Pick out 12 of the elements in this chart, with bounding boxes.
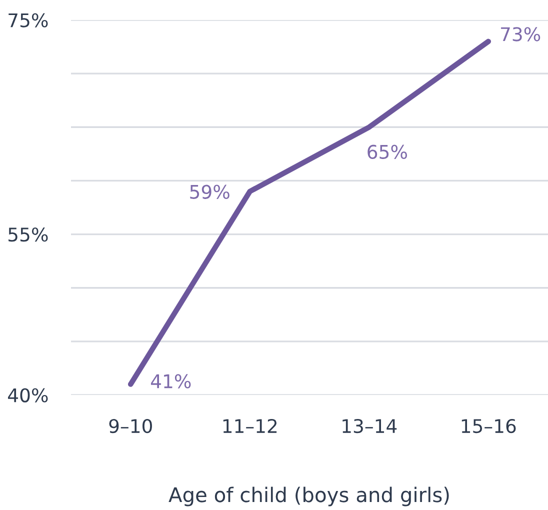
data-label: 59% xyxy=(190,184,230,199)
data-label: 41% xyxy=(150,374,191,388)
x-axis-title: Age of child (boys and girls) xyxy=(168,486,449,506)
x-tick-label: 15–16 xyxy=(462,418,516,434)
x-tick-label: 11–12 xyxy=(223,418,277,433)
data-label: 65% xyxy=(368,144,407,159)
data-label: 73% xyxy=(501,27,540,42)
x-tick-label: 13–14 xyxy=(342,418,397,434)
y-tick-label: 75% xyxy=(8,13,48,28)
y-tick-label: 40% xyxy=(8,388,48,402)
x-tick-label: 9–10 xyxy=(109,418,152,434)
y-tick-label: 55% xyxy=(8,227,48,242)
